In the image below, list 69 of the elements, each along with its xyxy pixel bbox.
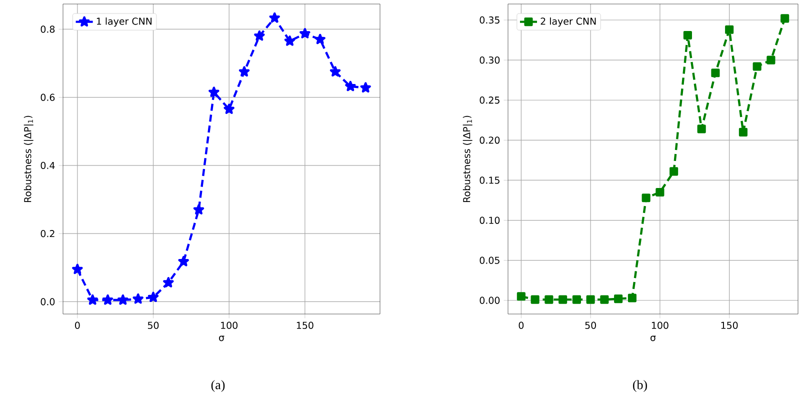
- point: [102, 294, 114, 305]
- point: [208, 86, 220, 97]
- point: [148, 292, 159, 302]
- y-tick-label: 0.35: [480, 16, 500, 24]
- x-tick-label: 50: [585, 322, 596, 329]
- y-tick-label: 0.00: [480, 296, 500, 304]
- legend-label: 2 layer CNN: [540, 17, 596, 27]
- point: [711, 68, 720, 78]
- point: [87, 294, 98, 305]
- point: [132, 293, 144, 304]
- point: [628, 294, 636, 302]
- x-tick-label: 0: [518, 322, 524, 329]
- x-tick-label: 50: [148, 322, 159, 329]
- point: [238, 66, 250, 77]
- y-axis-title: Robustness (|ΔP|$_{1}$): [462, 116, 472, 202]
- y-tick-label: 0.2: [40, 230, 54, 238]
- point: [683, 30, 692, 40]
- y-tick-label: 0.8: [40, 26, 55, 33]
- y-tick-label: 0.30: [480, 56, 500, 64]
- y-tick-label: 0.0: [40, 298, 55, 306]
- legend-label: 1 layer CNN: [96, 17, 152, 27]
- y-tick-label: 0.6: [40, 94, 55, 101]
- point: [600, 295, 609, 304]
- point: [738, 128, 748, 136]
- text: (b): [633, 380, 647, 392]
- x-tick-label: 150: [296, 322, 314, 329]
- point: [269, 12, 280, 23]
- point: [193, 204, 204, 214]
- text: (a): [211, 380, 225, 392]
- x-tick-label: 100: [221, 322, 238, 329]
- point: [300, 28, 310, 38]
- point: [314, 34, 326, 44]
- x-axis-title: σ: [219, 336, 224, 342]
- point: [766, 56, 776, 64]
- y-tick-label: 0.15: [480, 176, 500, 184]
- point: [345, 80, 356, 92]
- point: [163, 277, 174, 288]
- point: [224, 104, 234, 114]
- x-tick-label: 0: [75, 322, 80, 329]
- y-tick-label: 0.4: [40, 162, 55, 170]
- point: [614, 294, 623, 304]
- point: [544, 295, 554, 304]
- point: [752, 62, 762, 71]
- point: [330, 66, 341, 77]
- point: [254, 30, 265, 41]
- y-tick-label: 0.05: [480, 256, 500, 264]
- point: [642, 194, 650, 202]
- point: [118, 294, 128, 305]
- point: [558, 295, 568, 304]
- point: [586, 295, 595, 304]
- point: [72, 264, 83, 274]
- y-axis-title: Robustness (|ΔP|$_{1}$): [24, 116, 34, 202]
- x-tick-label: 100: [652, 322, 668, 329]
- y-tick-label: 0.25: [480, 96, 500, 104]
- point: [530, 295, 540, 304]
- point: [516, 292, 526, 301]
- x-axis-title: σ: [650, 336, 656, 342]
- point: [360, 82, 371, 93]
- y-tick-label: 0.10: [480, 216, 500, 224]
- point: [656, 188, 664, 197]
- x-tick-label: 150: [721, 322, 738, 329]
- point: [284, 36, 296, 46]
- point: [670, 167, 678, 176]
- y-tick-label: 0.20: [480, 136, 500, 144]
- point: [572, 295, 581, 304]
- point: [178, 256, 189, 266]
- point: [697, 124, 706, 134]
- point: [725, 25, 734, 34]
- point: [780, 14, 790, 23]
